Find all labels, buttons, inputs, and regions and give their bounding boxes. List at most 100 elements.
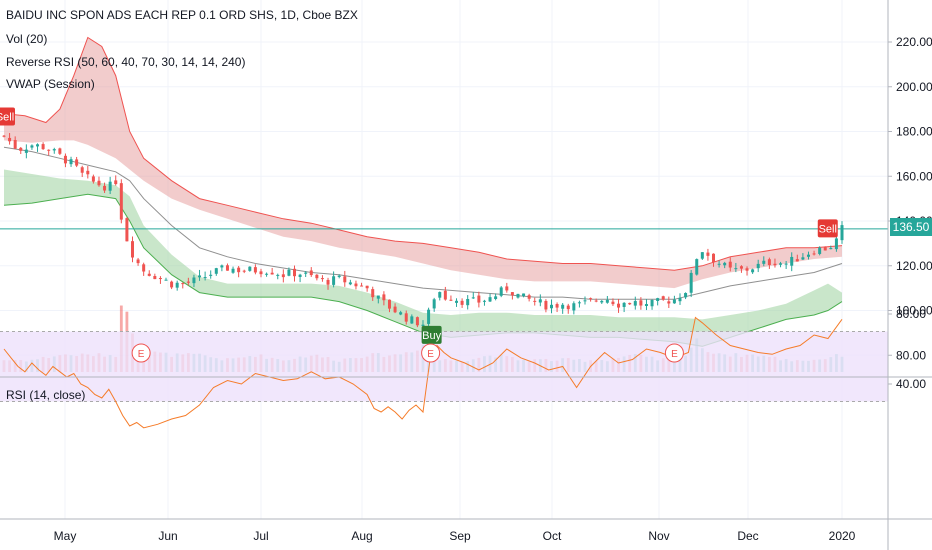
rsi-legend[interactable]: RSI (14, close) xyxy=(6,388,86,402)
candle-body xyxy=(19,147,23,151)
candle-body xyxy=(309,270,313,276)
symbol-title: BAIDU INC SPON ADS EACH REP 0.1 ORD SHS,… xyxy=(6,8,358,22)
candle-body xyxy=(276,274,280,276)
candle-body xyxy=(97,180,101,186)
candle-body xyxy=(572,303,576,311)
candle-body xyxy=(186,281,190,283)
candle-body xyxy=(644,304,648,306)
candle-body xyxy=(482,300,486,302)
candle-body xyxy=(706,252,710,256)
candle-body xyxy=(806,254,810,257)
candle-body xyxy=(650,299,654,307)
time-tick-label: Nov xyxy=(648,529,669,543)
candle-body xyxy=(63,155,67,164)
candle-body xyxy=(628,302,632,305)
earnings-circle xyxy=(131,343,151,363)
signal-badge xyxy=(421,325,442,344)
candle-body xyxy=(220,265,224,268)
candlesticks[interactable] xyxy=(2,133,844,329)
candle-body xyxy=(544,300,548,310)
candle-body xyxy=(304,272,308,274)
candle-body xyxy=(181,283,185,285)
candle-body xyxy=(762,260,766,264)
candle-body xyxy=(449,299,453,301)
reverse-rsi-legend[interactable]: Reverse RSI (50, 60, 40, 70, 30, 14, 14,… xyxy=(6,55,246,69)
candle-body xyxy=(840,225,844,241)
candle-body xyxy=(438,292,442,298)
candle-body xyxy=(421,324,425,327)
candle-body xyxy=(337,275,341,277)
candle-body xyxy=(667,301,671,304)
candle-body xyxy=(58,148,62,154)
candle-body xyxy=(510,292,514,296)
candle-body xyxy=(287,269,291,276)
candle-body xyxy=(293,268,297,277)
candle-body xyxy=(745,268,749,271)
candle-body xyxy=(834,238,838,250)
candle-body xyxy=(8,137,12,142)
candle-body xyxy=(611,301,615,305)
candle-body xyxy=(583,300,587,302)
candle-body xyxy=(689,272,693,293)
green-band xyxy=(4,169,842,347)
candle-body xyxy=(259,271,263,275)
volume-legend[interactable]: Vol (20) xyxy=(6,32,48,46)
candle-body xyxy=(164,279,168,281)
candle-body xyxy=(605,299,609,303)
signal-badge xyxy=(817,219,838,238)
candle-body xyxy=(818,247,822,254)
candle-body xyxy=(756,263,760,269)
candle-body xyxy=(382,294,386,301)
candle-body xyxy=(672,299,676,304)
signal-label: Sell xyxy=(819,223,837,235)
candle-body xyxy=(415,317,419,326)
candle-body xyxy=(47,149,51,151)
reverse-rsi-bands xyxy=(0,36,888,347)
price-tick-label: 220.00 xyxy=(896,35,932,49)
red-band xyxy=(4,37,842,289)
candle-body xyxy=(594,300,598,302)
candle-body xyxy=(298,274,302,277)
candle-body xyxy=(734,268,738,270)
candle-body xyxy=(371,289,375,298)
vwap-legend[interactable]: VWAP (Session) xyxy=(6,77,95,91)
rsi-pane[interactable] xyxy=(0,316,888,429)
earnings-marker: E xyxy=(664,343,684,363)
signal-label: Buy xyxy=(422,330,441,342)
candle-body xyxy=(136,259,140,264)
earnings-label: E xyxy=(427,349,434,360)
sell-signal: Sell xyxy=(0,107,15,126)
candle-body xyxy=(209,274,213,276)
candle-body xyxy=(801,257,805,260)
time-tick-label: 2020 xyxy=(829,529,856,543)
signal-badge xyxy=(0,107,15,126)
signal-markers: Sell Buy Sell E E E xyxy=(0,107,838,363)
candle-body xyxy=(153,276,157,280)
candle-body xyxy=(198,275,202,278)
candle-body xyxy=(332,276,336,285)
time-tick-label: Jul xyxy=(253,529,268,543)
candle-body xyxy=(717,263,721,265)
candle-body xyxy=(125,218,129,242)
candle-body xyxy=(790,256,794,266)
candle-body xyxy=(242,270,246,272)
candle-body xyxy=(661,296,665,300)
candle-body xyxy=(142,264,146,272)
candle-body xyxy=(678,297,682,302)
sell-signal: Sell xyxy=(817,219,838,238)
candle-body xyxy=(773,263,777,266)
candle-body xyxy=(712,253,716,263)
candle-body xyxy=(24,149,28,153)
rsi-tick-label: 40.00 xyxy=(896,377,926,391)
candle-body xyxy=(41,144,45,150)
time-tick-label: Aug xyxy=(351,529,372,543)
candle-body xyxy=(265,273,269,275)
price-tick-label: 80.00 xyxy=(896,348,926,362)
candle-body xyxy=(723,262,727,266)
candle-body xyxy=(488,297,492,302)
candle-body xyxy=(270,272,274,275)
candle-body xyxy=(751,269,755,273)
candle-body xyxy=(393,306,397,313)
